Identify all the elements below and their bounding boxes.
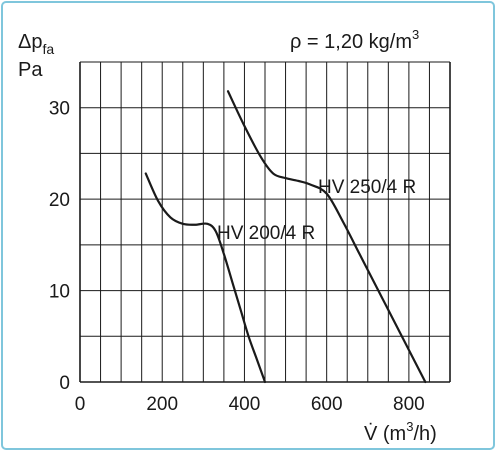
y-tick-label: 30 xyxy=(49,99,70,120)
x-tick-label: 400 xyxy=(229,394,261,415)
y-tick-label: 10 xyxy=(49,282,70,303)
series-line-hv200 xyxy=(144,172,267,384)
x-tick-label: 600 xyxy=(311,394,343,415)
series-label-hv200: HV 200/4 R xyxy=(217,223,315,244)
y-axis-unit: Pa xyxy=(18,59,43,81)
x-tick-label: 200 xyxy=(146,394,178,415)
y-tick-label: 20 xyxy=(49,190,70,211)
y-axis-label: Δpfa xyxy=(18,31,54,57)
series-curves xyxy=(144,90,427,384)
x-tick-label: 0 xyxy=(75,394,86,415)
chart-frame xyxy=(1,1,495,450)
y-tick-label: 0 xyxy=(59,373,70,394)
tick-labels: 0 200 400 600 800 0 10 20 30 xyxy=(49,99,425,415)
x-axis-label: V̇ (m3/h) xyxy=(364,419,437,445)
series-line-hv250 xyxy=(226,90,427,384)
density-note: ρ = 1,20 kg/m3 xyxy=(290,27,419,53)
series-label-hv250: HV 250/4 R xyxy=(318,177,416,198)
x-tick-label: 800 xyxy=(393,394,425,415)
chart-grid xyxy=(80,61,450,382)
